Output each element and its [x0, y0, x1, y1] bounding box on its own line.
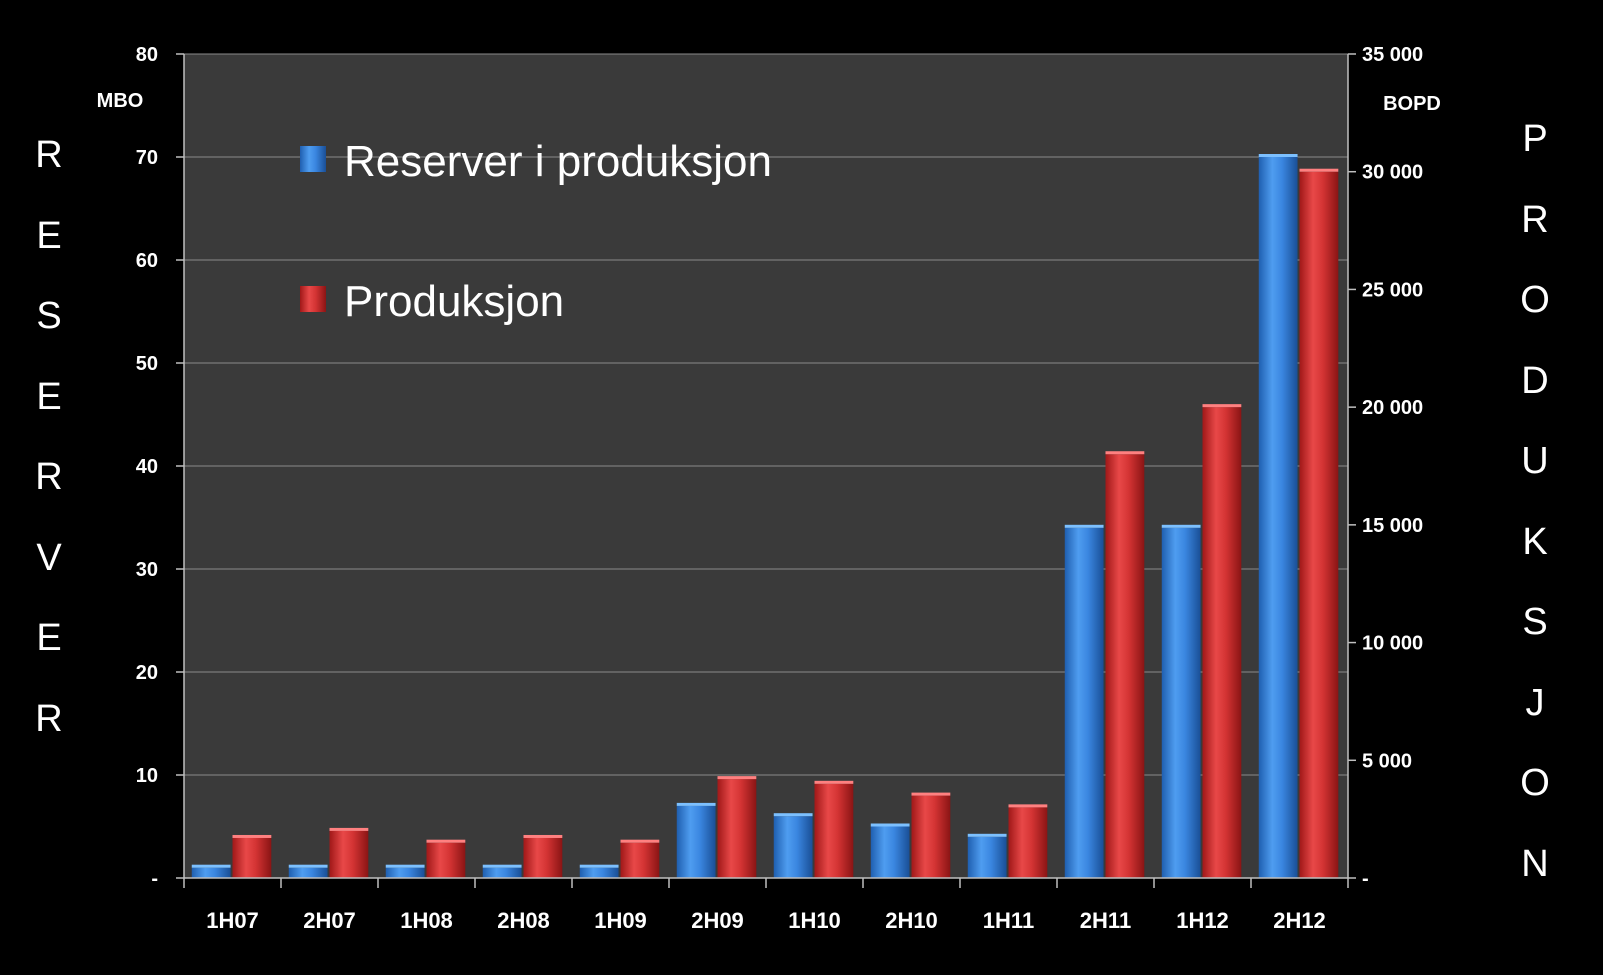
bar-top-produksjon-1H11	[1008, 804, 1048, 808]
right-tick-label-2: 10 000	[1362, 633, 1423, 655]
right-tick-label-0: -	[1362, 868, 1369, 890]
bar-reserver-1H08	[385, 867, 425, 878]
bar-top-reserver-1H10	[773, 813, 813, 817]
legend-swatch-1	[300, 286, 326, 312]
bar-produksjon-1H10	[814, 783, 854, 878]
bar-produksjon-2H07	[329, 830, 369, 878]
x-tick-label-2H12: 2H12	[1273, 908, 1326, 933]
legend-entry-1: Produksjon	[300, 277, 564, 326]
x-tick-label-1H12: 1H12	[1176, 908, 1229, 933]
bar-reserver-2H10	[870, 826, 910, 878]
bar-produksjon-1H08	[426, 842, 466, 878]
right-tick-label-4: 20 000	[1362, 397, 1423, 419]
x-tick-label-1H10: 1H10	[788, 908, 841, 933]
bar-top-produksjon-1H07	[232, 834, 272, 838]
left-tick-label-7: 70	[136, 147, 158, 169]
bar-top-reserver-1H08	[385, 864, 425, 868]
legend: Reserver i produksjon Produksjon	[300, 137, 772, 326]
bar-top-reserver-1H09	[579, 864, 619, 868]
right-tick-label-3: 15 000	[1362, 515, 1423, 537]
bar-top-produksjon-1H09	[620, 839, 660, 843]
bar-produksjon-2H10	[911, 795, 951, 878]
right-axis-unit: BOPD	[1383, 93, 1441, 115]
x-tick-label-2H09: 2H09	[691, 908, 744, 933]
bar-reserver-1H10	[773, 816, 813, 878]
bar-top-reserver-2H11	[1064, 524, 1104, 528]
bar-top-produksjon-1H08	[426, 839, 466, 843]
bar-produksjon-1H09	[620, 842, 660, 878]
x-tick-label-2H08: 2H08	[497, 908, 550, 933]
bar-top-reserver-2H10	[870, 823, 910, 827]
bar-produksjon-1H11	[1008, 807, 1048, 878]
bar-top-reserver-2H12	[1258, 154, 1298, 157]
left-tick-label-8: 80	[136, 44, 158, 66]
bar-top-reserver-1H12	[1161, 524, 1201, 528]
legend-label-1: Produksjon	[344, 277, 564, 326]
bar-top-reserver-1H11	[967, 833, 1007, 837]
bar-top-produksjon-2H08	[523, 834, 563, 838]
bar-produksjon-1H12	[1202, 407, 1242, 878]
x-tick-label-1H08: 1H08	[400, 908, 453, 933]
bar-reserver-1H12	[1161, 527, 1201, 878]
bar-reserver-1H07	[191, 867, 231, 878]
bar-top-reserver-2H08	[482, 864, 522, 868]
axes: - 10 20 30 40 50 60 70 80 - 5 000 10 000 15 000 20 00…	[97, 44, 1441, 933]
bar-reserver-2H12	[1258, 157, 1298, 878]
left-tick-label-4: 40	[136, 456, 158, 478]
bar-produksjon-2H09	[717, 779, 757, 878]
right-tick-label-5: 25 000	[1362, 279, 1423, 301]
bar-reserver-2H08	[482, 867, 522, 878]
bar-top-produksjon-2H09	[717, 776, 757, 780]
bar-top-produksjon-2H11	[1105, 451, 1145, 455]
bar-produksjon-2H11	[1105, 454, 1145, 878]
bar-top-produksjon-1H10	[814, 780, 854, 784]
bar-top-reserver-2H09	[676, 802, 716, 806]
bar-produksjon-2H08	[523, 837, 563, 878]
x-tick-label-1H11: 1H11	[983, 908, 1034, 933]
bar-top-produksjon-2H10	[911, 792, 951, 796]
bar-reserver-2H09	[676, 805, 716, 878]
left-tick-label-3: 30	[136, 559, 158, 581]
right-tick-label-1: 5 000	[1362, 750, 1412, 772]
x-tick-label-1H07: 1H07	[206, 908, 259, 933]
x-tick-label-2H11: 2H11	[1080, 908, 1131, 933]
legend-swatch-0	[300, 146, 326, 172]
left-tick-label-6: 60	[136, 250, 158, 272]
bar-reserver-1H09	[579, 867, 619, 878]
x-tick-label-2H10: 2H10	[885, 908, 938, 933]
x-tick-label-2H07: 2H07	[303, 908, 356, 933]
bar-reserver-2H07	[288, 867, 328, 878]
bar-top-reserver-2H07	[288, 864, 328, 868]
bar-reserver-1H11	[967, 836, 1007, 878]
bar-top-produksjon-2H12	[1299, 168, 1339, 172]
grid-lines	[184, 53, 1348, 776]
bar-reserver-2H11	[1064, 527, 1104, 878]
x-tick-label-1H09: 1H09	[594, 908, 647, 933]
right-tick-label-6: 30 000	[1362, 162, 1423, 184]
left-axis-unit: MBO	[97, 90, 144, 112]
legend-label-0: Reserver i produksjon	[344, 137, 772, 186]
left-tick-label-0: -	[151, 868, 158, 890]
bar-top-reserver-1H07	[191, 864, 231, 868]
left-tick-label-2: 20	[136, 662, 158, 684]
left-tick-label-5: 50	[136, 353, 158, 375]
bar-top-produksjon-2H07	[329, 827, 369, 831]
left-tick-label-1: 10	[136, 765, 158, 787]
bar-top-produksjon-1H12	[1202, 404, 1242, 408]
bar-produksjon-2H12	[1299, 171, 1339, 878]
bar-produksjon-1H07	[232, 837, 272, 878]
right-tick-label-7: 35 000	[1362, 44, 1423, 66]
legend-entry-0: Reserver i produksjon	[300, 137, 772, 186]
bars	[191, 154, 1339, 878]
